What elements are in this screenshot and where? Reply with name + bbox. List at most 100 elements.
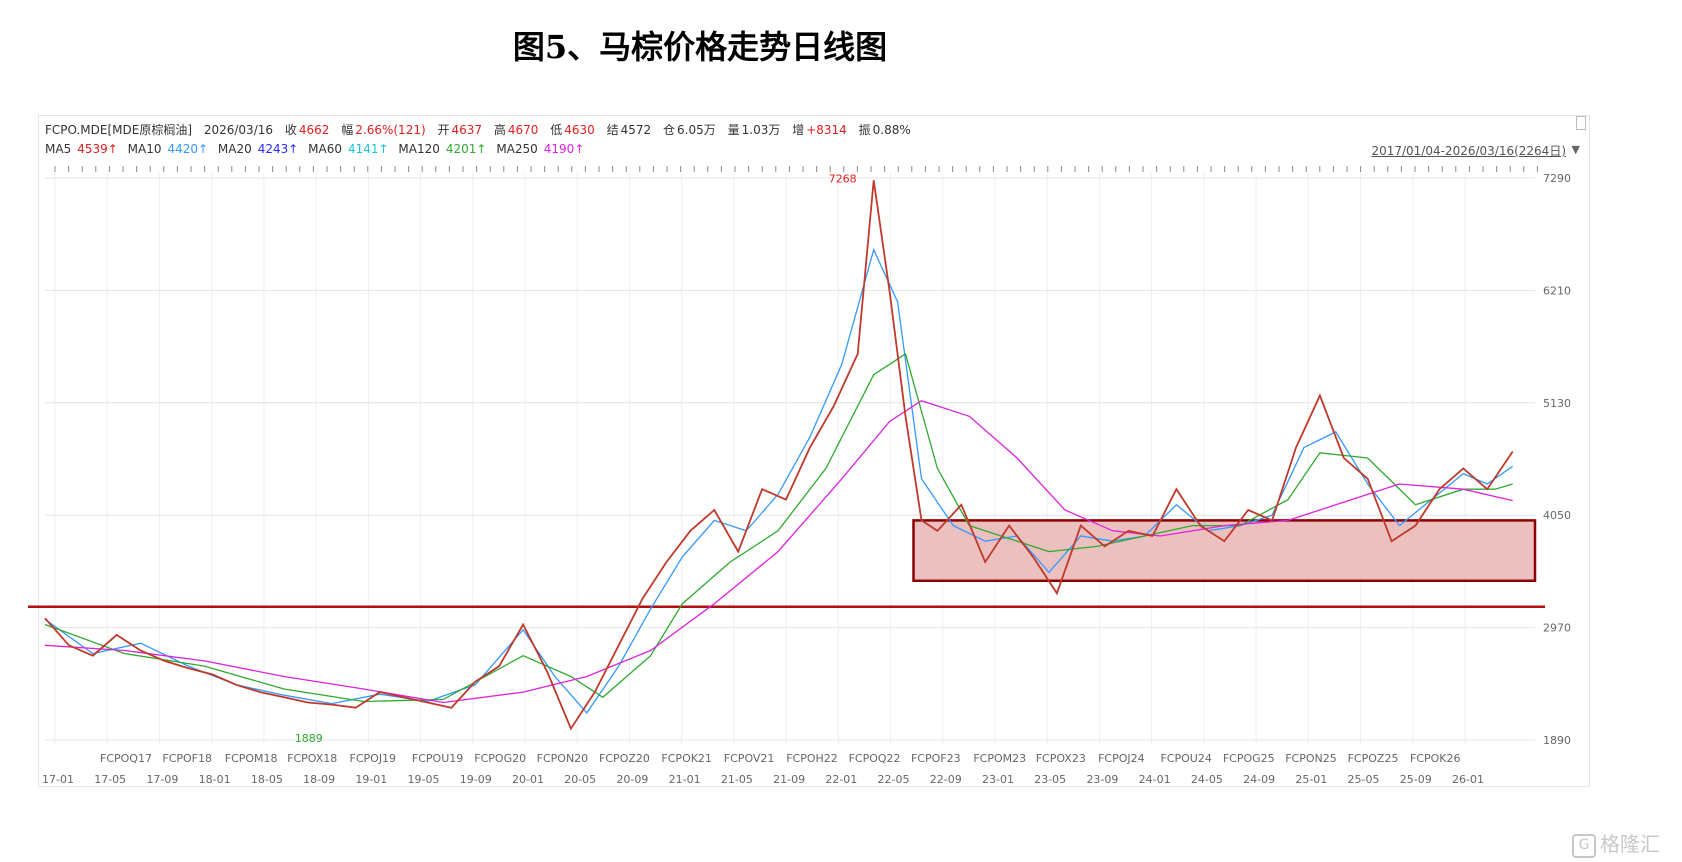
x-tick-label: 18-01	[199, 773, 231, 786]
y-tick-label: 2970	[1543, 622, 1571, 635]
contract-label: FCPOZ25	[1348, 752, 1399, 765]
ma20-value: 4243↑	[257, 142, 299, 156]
contract-label: FCPON25	[1285, 752, 1337, 765]
volume-value: 1.03万	[741, 123, 781, 137]
y-tick-label: 1890	[1543, 734, 1571, 747]
close-label: 收	[284, 123, 297, 137]
contract-label: FCPOF18	[162, 752, 212, 765]
ma-legend: MA5 4539↑ MA10 4420↑ MA20 4243↑ MA60 4141↑ M…	[45, 142, 590, 156]
change-label: 幅	[341, 123, 354, 137]
contract-label: FCPOK21	[661, 752, 712, 765]
x-tick-label: 21-05	[721, 773, 753, 786]
contract-label: FCPON20	[537, 752, 589, 765]
contract-label: FCPOU24	[1160, 752, 1211, 765]
contract-label: FCPOM18	[225, 752, 278, 765]
ma-line-ma5	[44, 247, 1514, 714]
price-line	[44, 180, 1514, 731]
ma20-label: MA20	[217, 142, 252, 156]
x-tick-label: 17-05	[94, 773, 126, 786]
watermark-logo-icon: G	[1572, 833, 1596, 858]
x-tick-label: 17-01	[42, 773, 74, 786]
x-tick-label: 22-05	[878, 773, 910, 786]
symbol-label: FCPO.MDE[MDE原棕榈油]	[45, 123, 193, 137]
extreme-annotation: 7268	[829, 172, 857, 185]
settle-label: 结	[606, 123, 619, 137]
increase-label: 增	[792, 123, 805, 137]
x-tick-label: 19-09	[460, 773, 492, 786]
settle-value: 4572	[620, 123, 652, 137]
high-label: 高	[493, 123, 506, 137]
date-label: 2026/03/16	[203, 123, 274, 137]
x-tick-label: 20-05	[564, 773, 596, 786]
high-value: 4670	[507, 123, 539, 137]
contract-label: FCPOX18	[287, 752, 337, 765]
x-tick-label: 19-05	[408, 773, 440, 786]
x-tick-label: 25-05	[1348, 773, 1380, 786]
low-value: 4630	[564, 123, 595, 137]
close-value: 4662	[298, 123, 330, 137]
contract-label: FCPOF23	[911, 752, 961, 765]
x-tick-label: 18-05	[251, 773, 283, 786]
open-value: 4637	[451, 123, 483, 137]
amplitude-value: 0.88%	[872, 123, 911, 137]
contract-label: FCPOH22	[786, 752, 838, 765]
y-tick-label: 6210	[1543, 284, 1571, 297]
figure-title: 图5、马棕价格走势日线图	[512, 28, 888, 66]
ma60-label: MA60	[308, 142, 342, 156]
contract-label: FCPOJ24	[1098, 752, 1145, 765]
watermark-text: 格隆汇	[1600, 832, 1660, 856]
chart-panel	[38, 115, 1590, 787]
contract-label: FCPOX23	[1036, 752, 1086, 765]
x-tick-label: 19-01	[355, 773, 387, 786]
contract-label: FCPOJ19	[350, 752, 397, 765]
amplitude-label: 振	[858, 123, 871, 137]
x-tick-label: 25-09	[1400, 773, 1432, 786]
x-tick-label: 23-05	[1034, 773, 1066, 786]
x-tick-label: 23-01	[982, 773, 1014, 786]
contract-label: FCPOQ17	[100, 752, 152, 765]
x-tick-label: 25-01	[1295, 773, 1327, 786]
x-tick-label: 18-09	[303, 773, 335, 786]
contract-label: FCPOQ22	[849, 752, 901, 765]
ma120-label: MA120	[398, 142, 440, 156]
ma60-value: 4141↑	[348, 142, 389, 156]
x-tick-label: 24-01	[1139, 773, 1171, 786]
contract-label: FCPOM23	[973, 752, 1026, 765]
date-range-selector[interactable]: 2017/01/04-2026/03/16(2264日)	[1371, 144, 1566, 158]
y-tick-label: 4050	[1543, 509, 1571, 522]
ma250-label: MA250	[496, 142, 538, 156]
increase-value: +8314	[806, 123, 847, 137]
watermark: G 格隆汇	[1572, 828, 1660, 858]
x-tick-label: 24-05	[1191, 773, 1223, 786]
ma5-value: 4539↑	[77, 142, 118, 156]
x-tick-label: 20-01	[512, 773, 544, 786]
oi-label: 仓	[663, 123, 676, 137]
ma250-value: 4190↑	[543, 142, 585, 156]
x-tick-label: 21-01	[669, 773, 701, 786]
y-tick-label: 7290	[1543, 172, 1571, 185]
x-tick-label: 22-09	[930, 773, 962, 786]
contract-label: FCPOG20	[474, 752, 526, 765]
consolidation-box	[912, 519, 1537, 583]
open-label: 开	[437, 123, 450, 137]
x-tick-label: 22-01	[825, 773, 857, 786]
x-tick-label: 26-01	[1452, 773, 1484, 786]
dropdown-arrow-icon[interactable]: ▼	[1571, 143, 1580, 156]
quote-header: FCPO.MDE[MDE原棕榈油] 2026/03/16 收 4662 幅 2.66…	[45, 121, 919, 138]
low-label: 低	[550, 123, 563, 137]
contract-label: FCPOZ20	[599, 752, 650, 765]
y-tick-label: 5130	[1543, 397, 1571, 410]
x-tick-label: 21-09	[773, 773, 805, 786]
ma-line-ma250	[44, 399, 1513, 704]
x-tick-label: 17-09	[146, 773, 178, 786]
contract-label: FCPOU19	[412, 752, 463, 765]
ma-line-ma20	[44, 352, 1513, 703]
x-tick-label: 23-09	[1086, 773, 1118, 786]
ma120-value: 4201↑	[445, 142, 487, 156]
volume-label: 量	[727, 123, 740, 137]
oi-value: 6.05万	[677, 123, 716, 137]
contract-label: FCPOG25	[1223, 752, 1275, 765]
ma10-value: 4420↑	[167, 142, 209, 156]
panel-toggle-icon[interactable]	[1576, 116, 1586, 130]
